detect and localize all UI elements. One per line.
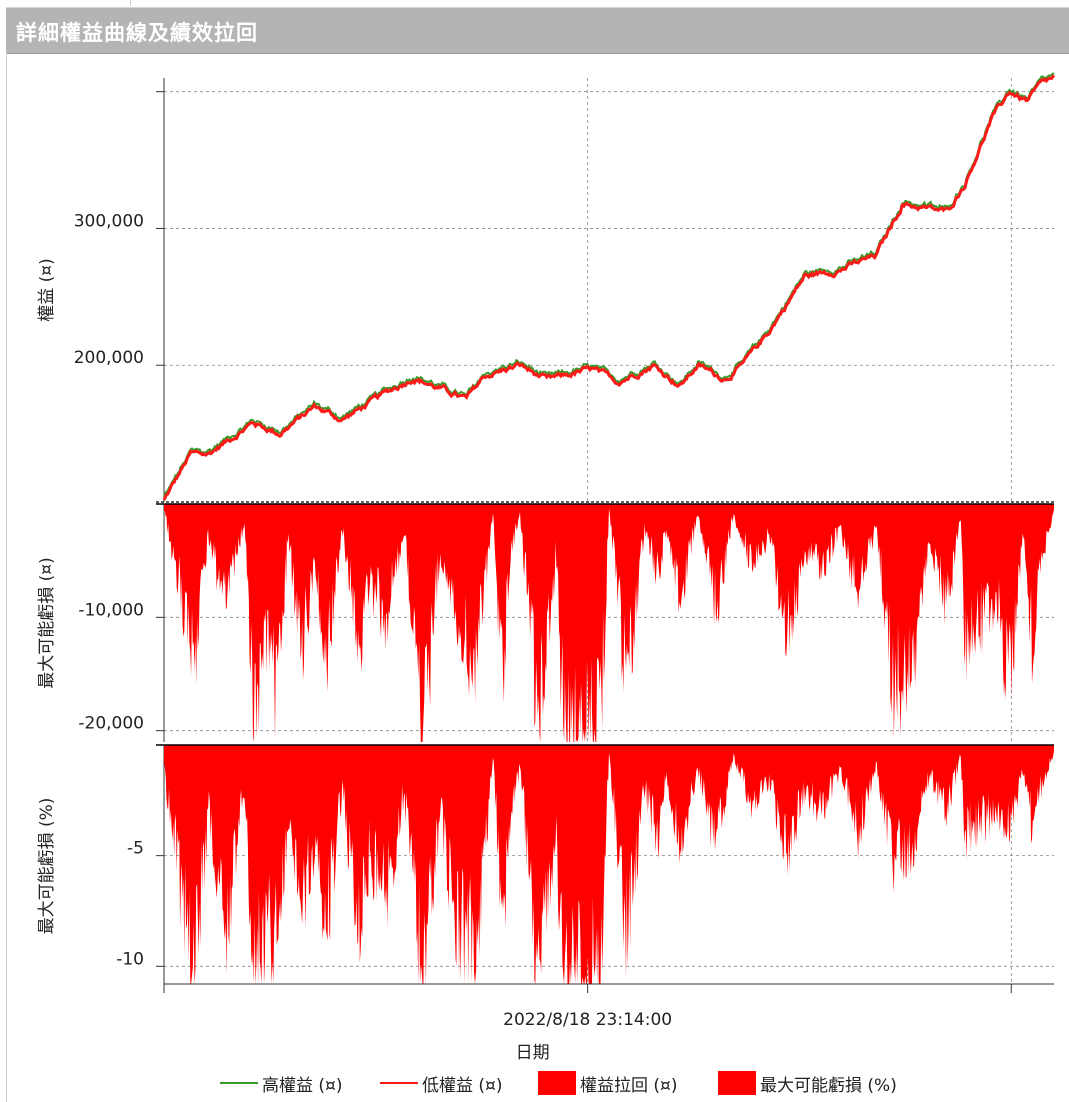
x-axis: 2022/8/18 23:14:00 日期: [163, 983, 1054, 1063]
y-tick-label-dd-pct: -5: [127, 839, 144, 859]
series-line-high-equity: [163, 72, 1055, 499]
legend-label-max-drawdown-pct: 最大可能虧損 (%): [760, 1075, 897, 1096]
y-tick-label-equity: 200,000: [74, 348, 144, 368]
legend-item-max-drawdown-pct: 最大可能虧損 (%): [718, 1070, 897, 1096]
y-axis-label-dd-pct: 最大可能虧損 (%): [37, 798, 57, 935]
legend-label-equity-drawdown: 權益拉回 (¤): [580, 1075, 678, 1096]
y-axis-label-dd-abs: 最大可能虧損 (¤): [37, 557, 57, 688]
window-top-tick: [130, 0, 131, 6]
y-tick-label-dd-abs: -10,000: [78, 600, 144, 620]
x-axis-label: 日期: [516, 1043, 550, 1063]
series-area-dd-pct: [164, 745, 1054, 984]
legend-swatch-high-equity: [220, 1082, 258, 1084]
legend-item-low-equity: 低權益 (¤): [380, 1070, 502, 1096]
y-tick-label-dd-pct: -10: [116, 949, 144, 969]
drawdown-abs-panel: -10,000 -20,000 最大可能虧損 (¤): [37, 503, 1054, 742]
legend-item-high-equity: 高權益 (¤): [220, 1070, 342, 1096]
legend-swatch-max-drawdown-pct: [718, 1071, 756, 1095]
chart-legend: 高權益 (¤) 低權益 (¤) 權益拉回 (¤) 最大可能虧損 (%): [0, 1070, 1069, 1096]
chart-window-titlebar: 詳細權益曲線及績效拉回: [6, 7, 1069, 54]
window-left-border: [6, 52, 7, 1102]
legend-label-high-equity: 高權益 (¤): [262, 1075, 343, 1096]
drawdown-pct-panel: -5 -10 最大可能虧損 (%): [37, 744, 1054, 984]
legend-swatch-low-equity: [380, 1082, 418, 1084]
x-tick-label: 2022/8/18 23:14:00: [503, 1010, 672, 1030]
y-axis-label-equity: 權益 (¤): [37, 258, 57, 321]
series-line-low-equity: [162, 74, 1056, 501]
chart-window-title: 詳細權益曲線及績效拉回: [16, 21, 258, 45]
equity-panel: 200,000 300,000 權益 (¤): [37, 72, 1056, 503]
legend-label-low-equity: 低權益 (¤): [422, 1075, 503, 1096]
legend-swatch-equity-drawdown: [538, 1071, 576, 1095]
y-tick-label-dd-abs: -20,000: [78, 714, 144, 734]
series-area-dd-abs: [164, 504, 1054, 742]
y-tick-label-equity: 300,000: [74, 211, 144, 231]
legend-item-equity-drawdown: 權益拉回 (¤): [538, 1070, 677, 1096]
